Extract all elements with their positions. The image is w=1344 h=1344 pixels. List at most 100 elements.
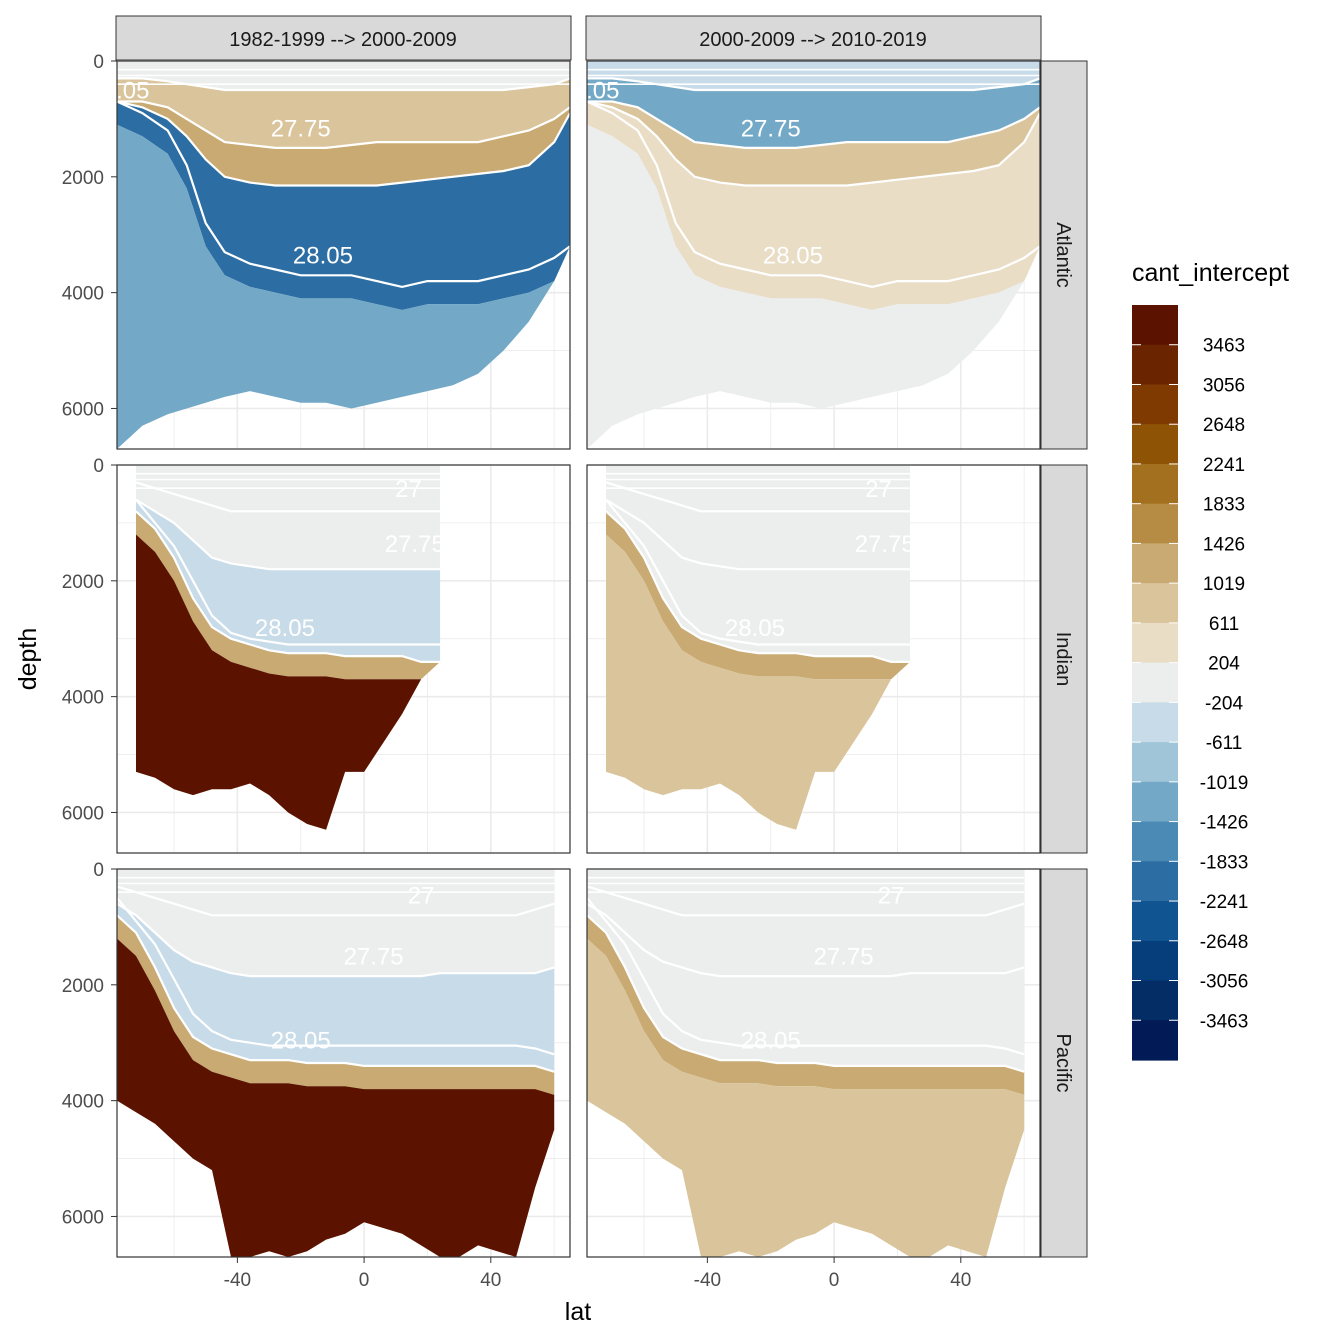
isopycnal-line — [587, 100, 1040, 289]
panel-section — [135, 465, 441, 830]
section-band-3 — [587, 101, 1040, 186]
section-band-4 — [606, 511, 911, 680]
isopycnal-lines — [117, 68, 570, 289]
isopycnal-line — [117, 100, 570, 289]
legend-title: cant_intercept — [1132, 259, 1289, 287]
x-axis-ticks: -40 0 40 -40 0 40 — [224, 1257, 971, 1291]
section-band-4 — [136, 511, 441, 680]
section-band-3 — [136, 499, 441, 662]
x-tick-label: -40 — [224, 1270, 251, 1291]
legend-label: -2648 — [1200, 932, 1249, 953]
section-band-4 — [117, 101, 570, 310]
isopycnal-line — [135, 498, 441, 571]
isopycnal-label: .05 — [116, 78, 149, 105]
legend-swatch — [1132, 980, 1178, 1021]
row-strip-indian: Indian — [1040, 464, 1088, 854]
isopycnal-line — [117, 902, 555, 978]
panel-border — [586, 60, 1041, 450]
y-tick-label: 6000 — [62, 803, 104, 824]
section-band-3 — [117, 101, 570, 186]
section-band-4 — [587, 915, 1025, 1095]
legend-label: 204 — [1208, 654, 1240, 675]
isopycnal-lines — [587, 876, 1025, 1073]
y-axis-title: depth — [14, 628, 42, 691]
x-tick-label: 40 — [950, 1270, 971, 1291]
x-axis-title: lat — [565, 1298, 591, 1326]
column-strip-1: 1982-1999 --> 2000-2009 — [115, 15, 572, 61]
column-strip-1-label: 1982-1999 --> 2000-2009 — [229, 29, 456, 51]
legend-label: -3463 — [1200, 1011, 1249, 1032]
legend-label: 2648 — [1203, 415, 1245, 436]
panel-section — [605, 465, 911, 830]
legend: cant_intercept 3463 3056 2648 2241 1833 1426 1… — [1132, 259, 1289, 1061]
legend-swatch — [1132, 583, 1178, 624]
isopycnal-line — [605, 499, 911, 646]
panel-border — [116, 868, 571, 1258]
legend-label: -1426 — [1200, 813, 1249, 834]
isopycnal-lines — [117, 876, 555, 1073]
isopycnal-label: 28.05 — [293, 243, 353, 270]
panel-border — [116, 60, 571, 450]
row-strip-pacific: Pacific — [1040, 868, 1088, 1258]
legend-swatch — [1132, 503, 1178, 545]
section-band-3 — [587, 903, 1025, 1072]
section-band-5 — [587, 124, 1040, 449]
isopycnal-line — [587, 100, 1040, 149]
column-strip-2: 2000-2009 --> 2010-2019 — [585, 15, 1042, 61]
legend-swatch — [1132, 543, 1178, 584]
isopycnal-label: 28.05 — [271, 1028, 331, 1055]
section-band-5 — [117, 124, 570, 449]
legend-label: 2241 — [1203, 455, 1245, 476]
isopycnal-line — [587, 885, 1025, 917]
y-tick-label: 6000 — [62, 399, 104, 420]
section-band-5 — [136, 534, 441, 830]
isopycnal-line — [117, 897, 555, 1056]
x-tick-label: -40 — [694, 1270, 721, 1291]
legend-swatch — [1132, 901, 1178, 942]
y-tick-label: 4000 — [62, 284, 104, 305]
legend-label: -611 — [1206, 733, 1243, 754]
legend-colorbar — [1132, 305, 1178, 1061]
isopycnal-label: 27 — [865, 476, 892, 503]
y-tick-label: 0 — [93, 456, 104, 477]
panel-pacific-2: 27.75 28.05 27 — [586, 868, 1041, 1258]
legend-label: 611 — [1209, 614, 1239, 635]
x-tick-label: 40 — [480, 1270, 501, 1291]
legend-swatch — [1132, 702, 1178, 743]
panel-indian-1: 27 27.75 28.05 — [116, 464, 571, 854]
isopycnal-label: 27 — [878, 883, 905, 910]
panel-section — [587, 61, 1040, 449]
legend-swatch — [1132, 622, 1178, 664]
section-band-2 — [587, 78, 1040, 148]
y-tick-label: 0 — [93, 52, 104, 73]
isopycnal-line — [587, 914, 1025, 1073]
legend-label: 1833 — [1203, 495, 1245, 516]
isopycnal-line — [605, 498, 911, 571]
legend-label: -2241 — [1200, 892, 1249, 913]
section-band-3 — [117, 903, 555, 1072]
isopycnal-line — [587, 897, 1025, 1056]
y-tick-label: 0 — [93, 860, 104, 881]
isopycnal-lines — [587, 68, 1040, 289]
isopycnal-label: 27.75 — [741, 115, 801, 142]
legend-label: -1019 — [1200, 773, 1249, 794]
isopycnal-lines — [605, 472, 911, 664]
legend-swatch — [1132, 384, 1178, 425]
legend-swatch — [1132, 344, 1178, 386]
isopycnal-line — [135, 510, 441, 664]
isopycnal-label: 27 — [395, 476, 422, 503]
isopycnal-line — [135, 481, 441, 513]
section-band-4 — [587, 101, 1040, 310]
legend-label: 1019 — [1203, 574, 1245, 595]
isopycnal-line — [587, 902, 1025, 978]
isopycnal-label: 28.05 — [725, 615, 785, 642]
section-band-2 — [117, 886, 555, 977]
isopycnal-line — [587, 100, 1040, 187]
x-tick-label: 0 — [359, 1270, 370, 1291]
legend-swatch — [1132, 305, 1178, 346]
section-band-4 — [117, 915, 555, 1095]
row-strip-atlantic-label: Atlantic — [1052, 222, 1074, 288]
legend-swatch — [1132, 742, 1178, 783]
section-band-3 — [606, 499, 911, 662]
panel-pacific-1: 27.75 28.05 27 — [116, 868, 571, 1258]
